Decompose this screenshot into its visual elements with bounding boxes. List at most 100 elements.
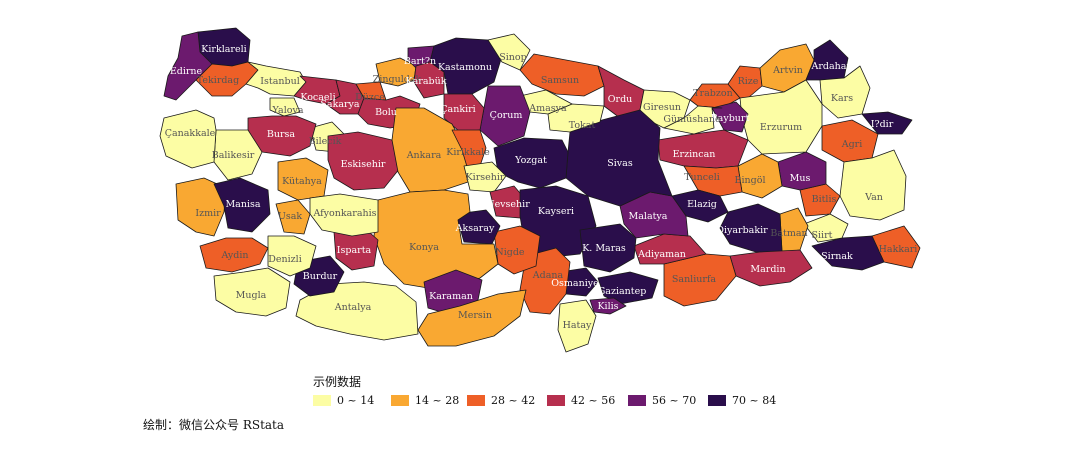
province-kars xyxy=(819,65,871,119)
province-label: Tunceli xyxy=(684,172,720,183)
province-usak xyxy=(275,199,311,235)
province-label: Zinguldak xyxy=(373,74,422,85)
province-label: Gümüshane xyxy=(663,114,721,125)
province-label: Siirt xyxy=(812,230,833,241)
province-label: Manisa xyxy=(225,199,260,210)
province-yalova xyxy=(269,97,301,117)
province-label: Sanliurfa xyxy=(672,274,717,285)
province-label: Mersin xyxy=(458,310,492,321)
province-g-m-shane xyxy=(663,105,723,135)
legend-item: 14 ~ 28 xyxy=(391,394,467,407)
province-kilis xyxy=(589,297,627,315)
legend-label: 28 ~ 42 xyxy=(491,394,536,407)
province-label: Sinop xyxy=(499,52,526,63)
legend-swatch xyxy=(313,395,331,406)
province-mugla xyxy=(213,267,291,317)
province-denizli xyxy=(267,235,317,277)
province-label: Çankiri xyxy=(440,104,475,115)
province-label: Bart?n xyxy=(404,56,436,67)
province-kirsehir xyxy=(463,161,507,193)
legend-label: 56 ~ 70 xyxy=(652,394,697,407)
province-edirne xyxy=(163,31,213,101)
province-sinop xyxy=(487,33,531,71)
province-gaziantep xyxy=(597,271,659,305)
province-label: Erzincan xyxy=(673,149,716,160)
province-konya xyxy=(373,189,499,291)
province-label: Burdur xyxy=(303,271,338,282)
legend-swatch xyxy=(628,395,646,406)
province-label: Diyarbakir xyxy=(716,225,768,236)
province-label: Adana xyxy=(532,270,564,281)
province-label: Kirsehir xyxy=(466,172,505,183)
province-label: Düzce xyxy=(355,92,385,103)
province-siirt xyxy=(803,213,849,243)
province-label: Elazig xyxy=(687,199,717,210)
province-label: Hatay xyxy=(563,320,592,331)
province--anakkale xyxy=(159,109,217,169)
province-label: Istanbul xyxy=(260,76,299,87)
province-aydin xyxy=(199,237,269,273)
legend-label: 42 ~ 56 xyxy=(571,394,616,407)
province-van xyxy=(839,149,907,221)
province-label: Kirikkale xyxy=(446,147,490,158)
province-label: Bolu xyxy=(375,107,397,118)
province-label: Rize xyxy=(738,76,759,87)
province-label: Afyonkarahis xyxy=(312,208,376,219)
province-label: Karaman xyxy=(429,291,473,302)
province-label: Eskisehir xyxy=(341,159,386,170)
province-label: Samsun xyxy=(541,75,579,86)
province-label: Agri xyxy=(841,139,863,150)
province-label: Mardin xyxy=(750,264,785,275)
province-label: Çorum xyxy=(490,110,523,121)
province-label: Kastamonu xyxy=(438,62,492,73)
province-sanliurfa xyxy=(663,253,737,307)
legend: 示例数据 0 ~ 14 14 ~ 28 28 ~ 42 42 ~ 56 56 ~… xyxy=(313,373,788,407)
province-label: Usak xyxy=(278,211,303,222)
province-aksaray xyxy=(455,209,501,245)
legend-swatch xyxy=(708,395,726,406)
province-label: Malatya xyxy=(629,211,668,222)
province-label: Mugla xyxy=(236,290,267,301)
province-label: Balikesir xyxy=(212,150,255,161)
province-label: Adiyaman xyxy=(637,249,686,260)
province-label: Sivas xyxy=(607,158,633,169)
province-label: Kocaeli xyxy=(300,92,335,103)
province-label: Kirklareli xyxy=(201,44,246,55)
province-label: Konya xyxy=(409,242,439,253)
province-mersin xyxy=(417,289,527,347)
province-label: Bitlis xyxy=(812,194,837,205)
province-i-dir xyxy=(861,111,913,135)
legend-row: 0 ~ 14 14 ~ 28 28 ~ 42 42 ~ 56 56 ~ 70 7… xyxy=(313,394,788,407)
province-hatay xyxy=(557,299,597,353)
province-label: Bilecik xyxy=(309,136,342,147)
province-label: Giresun xyxy=(643,102,681,113)
province-label: Yozgat xyxy=(514,155,547,166)
province-eskisehir xyxy=(327,131,401,191)
province-label: Antalya xyxy=(334,302,372,313)
legend-title: 示例数据 xyxy=(313,375,362,389)
province-label: Amasya xyxy=(528,103,567,114)
province-izmir xyxy=(175,177,227,237)
province-label: Trabzon xyxy=(693,88,732,99)
province-label: K. Maras xyxy=(582,243,626,254)
province-label: Sirnak xyxy=(821,251,853,262)
province-label: Artvin xyxy=(772,65,803,76)
province-label: Izmir xyxy=(195,208,221,219)
province-label: Ardahan xyxy=(810,61,852,72)
legend-label: 14 ~ 28 xyxy=(415,394,460,407)
province-label: Ordu xyxy=(608,94,633,105)
legend-swatch xyxy=(391,395,409,406)
legend-item: 56 ~ 70 xyxy=(628,394,708,407)
province-antalya xyxy=(295,281,419,341)
province-label: Sakarya xyxy=(320,99,360,110)
province-label: Kilis xyxy=(597,301,618,312)
legend-swatch xyxy=(547,395,565,406)
province-label: Karabük xyxy=(406,76,447,87)
province-layer xyxy=(159,27,921,353)
province-label: Denizli xyxy=(268,254,301,265)
province-label: Aydin xyxy=(220,250,248,261)
province-label: Bingöl xyxy=(735,175,766,186)
province-label: Bursa xyxy=(267,129,296,140)
